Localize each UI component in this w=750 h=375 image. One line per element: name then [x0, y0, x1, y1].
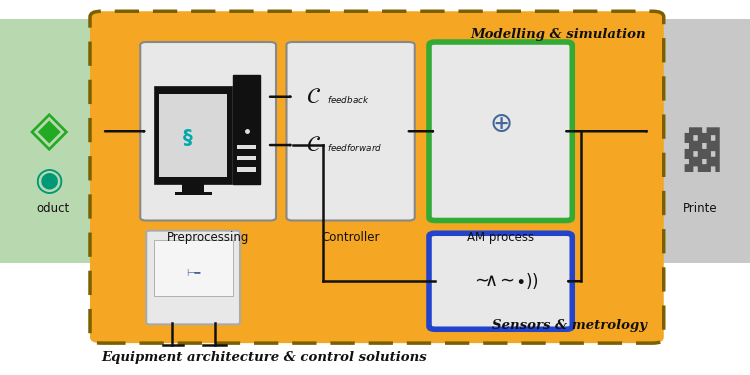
Text: Preprocessing: Preprocessing — [167, 231, 249, 244]
Text: ⊢━: ⊢━ — [186, 268, 200, 278]
FancyBboxPatch shape — [237, 156, 256, 160]
Text: Printe: Printe — [682, 202, 717, 216]
FancyBboxPatch shape — [90, 11, 664, 343]
Text: oduct: oduct — [36, 202, 69, 216]
Text: $\mathcal{C}$: $\mathcal{C}$ — [306, 86, 321, 108]
Text: $\bullet))\!$: $\bullet))\!$ — [515, 271, 538, 291]
Text: $\mathcal{C}$: $\mathcal{C}$ — [306, 134, 321, 156]
FancyBboxPatch shape — [237, 145, 256, 149]
Text: $\sim\!\!\!\!\wedge\!\!\sim$: $\sim\!\!\!\!\wedge\!\!\sim$ — [472, 272, 514, 290]
FancyBboxPatch shape — [237, 167, 256, 172]
Text: Controller: Controller — [321, 231, 380, 244]
FancyBboxPatch shape — [182, 183, 205, 192]
Text: Equipment architecture & control solutions: Equipment architecture & control solutio… — [101, 351, 427, 364]
FancyBboxPatch shape — [140, 42, 276, 220]
Text: $_{\mathit{feedforward}}$: $_{\mathit{feedforward}}$ — [327, 140, 382, 153]
FancyBboxPatch shape — [286, 42, 415, 220]
FancyBboxPatch shape — [159, 94, 227, 177]
FancyBboxPatch shape — [175, 192, 212, 195]
Text: ▓: ▓ — [684, 128, 718, 172]
FancyBboxPatch shape — [232, 75, 260, 184]
Text: §: § — [182, 128, 192, 147]
FancyBboxPatch shape — [154, 87, 232, 184]
FancyBboxPatch shape — [0, 19, 98, 262]
FancyBboxPatch shape — [429, 233, 572, 329]
Text: Sensors & metrology: Sensors & metrology — [491, 319, 646, 332]
Text: $_{\mathit{feedback}}$: $_{\mathit{feedback}}$ — [327, 92, 370, 105]
FancyBboxPatch shape — [652, 19, 750, 262]
FancyBboxPatch shape — [429, 42, 572, 220]
FancyBboxPatch shape — [146, 231, 240, 324]
Text: Modelling & simulation: Modelling & simulation — [471, 28, 646, 41]
Text: AM process: AM process — [467, 231, 534, 244]
Text: ◈: ◈ — [29, 107, 68, 155]
FancyBboxPatch shape — [154, 240, 232, 296]
Text: ⊕: ⊕ — [489, 110, 512, 138]
Text: ◉: ◉ — [34, 164, 63, 196]
